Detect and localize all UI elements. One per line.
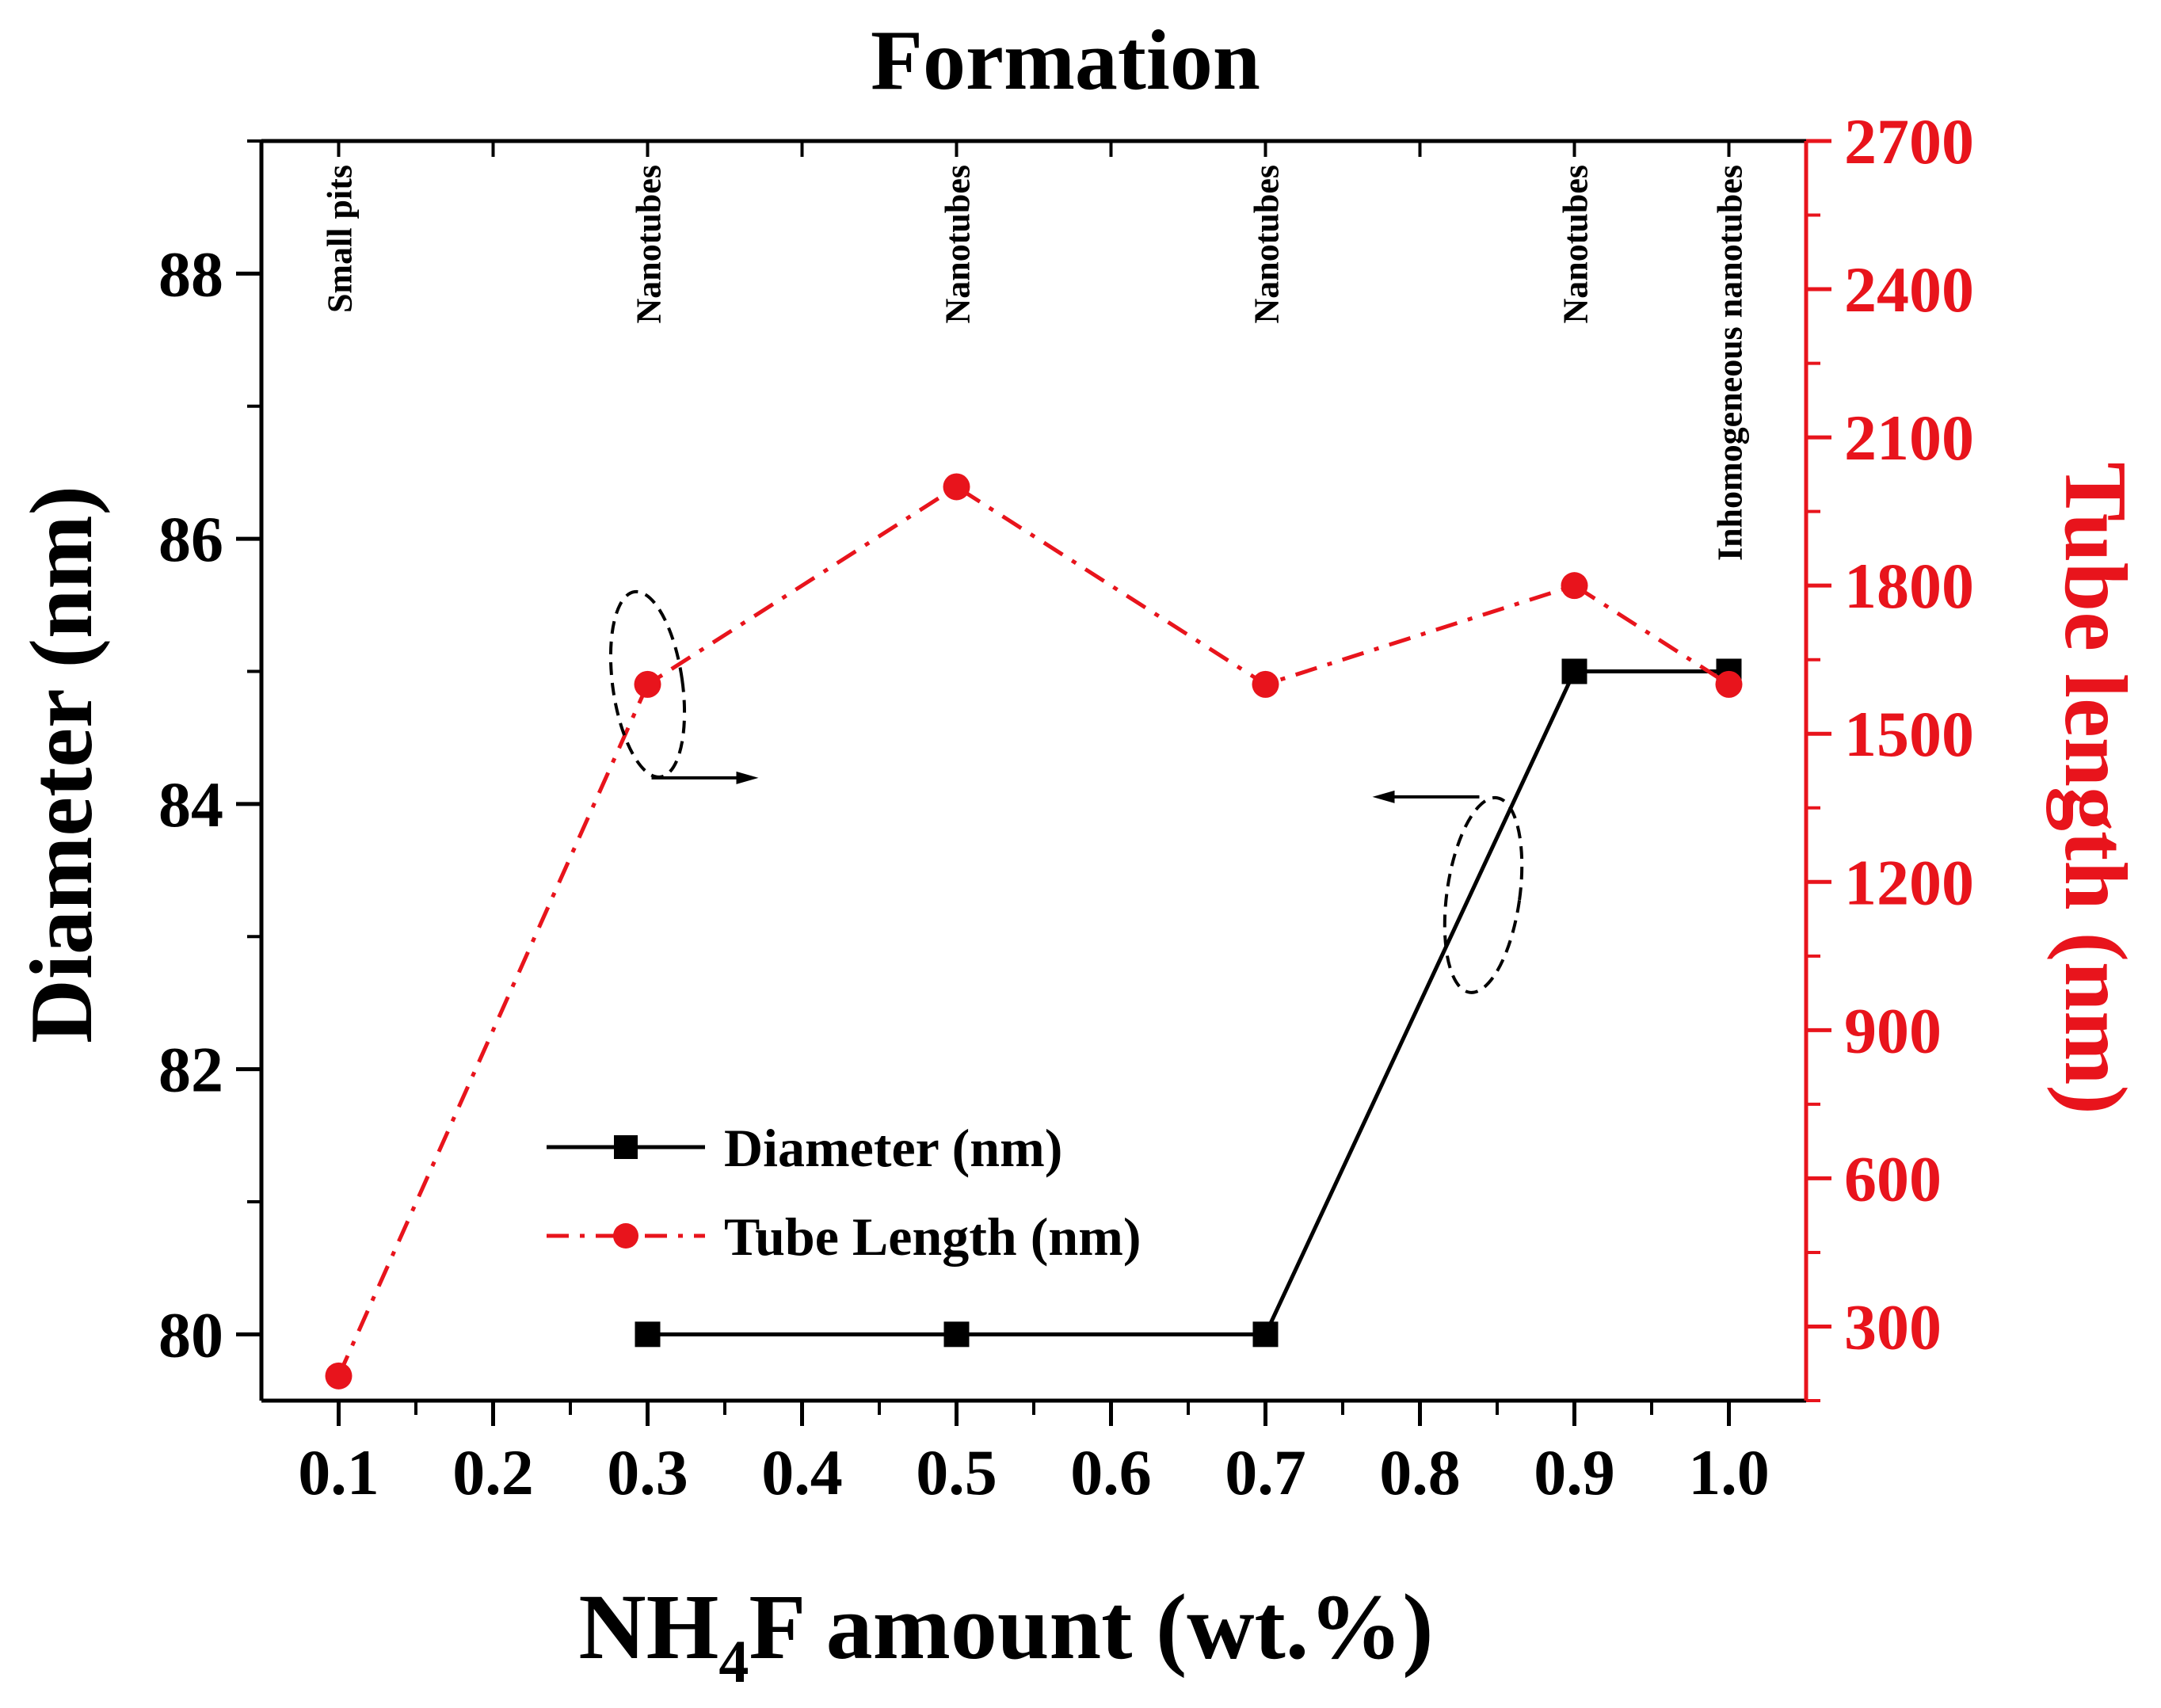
legend-marker-square (614, 1135, 638, 1159)
y-left-tick-label: 84 (158, 768, 223, 841)
annotation-label: Nanotubes (630, 165, 669, 324)
left-arrowhead (1372, 790, 1395, 803)
x-tick-label: 0.1 (298, 1436, 379, 1508)
x-tick-label: 0.6 (1070, 1436, 1152, 1508)
y-right-tick-label: 2700 (1844, 105, 1974, 177)
y-axis-right: 300 600 900 1200 1500 1800 2100 2400 2700 (1806, 105, 1974, 1402)
x-tick-label: 1.0 (1688, 1436, 1770, 1508)
diameter-point (943, 1321, 970, 1348)
y-right-tick-label: 900 (1844, 994, 1942, 1066)
x-tick-label: 0.4 (761, 1436, 843, 1508)
right-arrowhead (736, 771, 759, 784)
y-axis-right-label: Tube length (nm) (2046, 462, 2144, 1115)
tube-length-point (634, 670, 661, 698)
y-left-tick-label: 80 (158, 1298, 223, 1371)
tube-length-point (1561, 572, 1588, 600)
tube-length-point (1252, 670, 1279, 698)
x-axis: 0.1 0.2 0.3 0.4 0.5 0.6 0.7 0.8 0.9 1.0 (298, 141, 1770, 1508)
formation-annotations: Small pits Nanotubes Nanotubes Nanotubes Nan… (321, 165, 1750, 561)
annotation-label: Nanotubes (939, 165, 978, 324)
x-axis-label-suffix: F amount (wt.%) (749, 1575, 1433, 1679)
tube-length-point (325, 1362, 353, 1390)
tube-length-point (1715, 670, 1743, 698)
x-axis-label-prefix: NH (578, 1575, 718, 1679)
chart-title: Formation (871, 13, 1260, 108)
legend-label: Diameter (nm) (724, 1118, 1062, 1178)
annotation-label: Nanotubes (1248, 165, 1286, 324)
diameter-callout-ellipse (1443, 795, 1524, 994)
x-axis-label: NH4F amount (wt.%) (578, 1575, 1433, 1695)
x-tick-label: 0.2 (452, 1436, 534, 1508)
y-right-tick-label: 1800 (1844, 550, 1974, 622)
x-axis-label-subscript: 4 (718, 1629, 749, 1695)
legend-label: Tube Length (nm) (724, 1207, 1141, 1267)
x-tick-label: 0.7 (1225, 1436, 1306, 1508)
y-right-tick-label: 600 (1844, 1142, 1942, 1214)
y-right-tick-label: 2100 (1844, 402, 1974, 474)
plot-frame (259, 139, 1808, 1403)
x-tick-label: 0.5 (916, 1436, 997, 1508)
y-right-tick-label: 300 (1844, 1291, 1942, 1363)
annotation-label: Small pits (321, 165, 360, 313)
annotation-label: Inhomogeneous nanotubes (1711, 165, 1750, 561)
x-tick-label: 0.8 (1379, 1436, 1461, 1508)
y-left-tick-label: 82 (158, 1034, 223, 1106)
legend: Diameter (nm) Tube Length (nm) (547, 1118, 1141, 1267)
y-right-tick-label: 2400 (1844, 254, 1974, 326)
y-axis-left: 80 82 84 86 88 (158, 139, 261, 1371)
legend-marker-circle (613, 1223, 638, 1249)
y-axis-left-label: Diameter (nm) (13, 486, 111, 1043)
y-right-tick-label: 1200 (1844, 846, 1974, 918)
y-left-tick-label: 88 (158, 238, 223, 310)
y-left-tick-label: 86 (158, 503, 223, 575)
diameter-point (1561, 658, 1587, 684)
annotation-label: Nanotubes (1557, 165, 1595, 324)
diameter-point (635, 1321, 661, 1348)
y-right-tick-label: 1500 (1844, 698, 1974, 770)
axis-callouts (608, 589, 1524, 994)
series-layer (325, 473, 1743, 1390)
x-tick-label: 0.9 (1534, 1436, 1615, 1508)
tube-length-point (943, 473, 970, 501)
diameter-point (1252, 1321, 1279, 1348)
x-tick-label: 0.3 (607, 1436, 688, 1508)
